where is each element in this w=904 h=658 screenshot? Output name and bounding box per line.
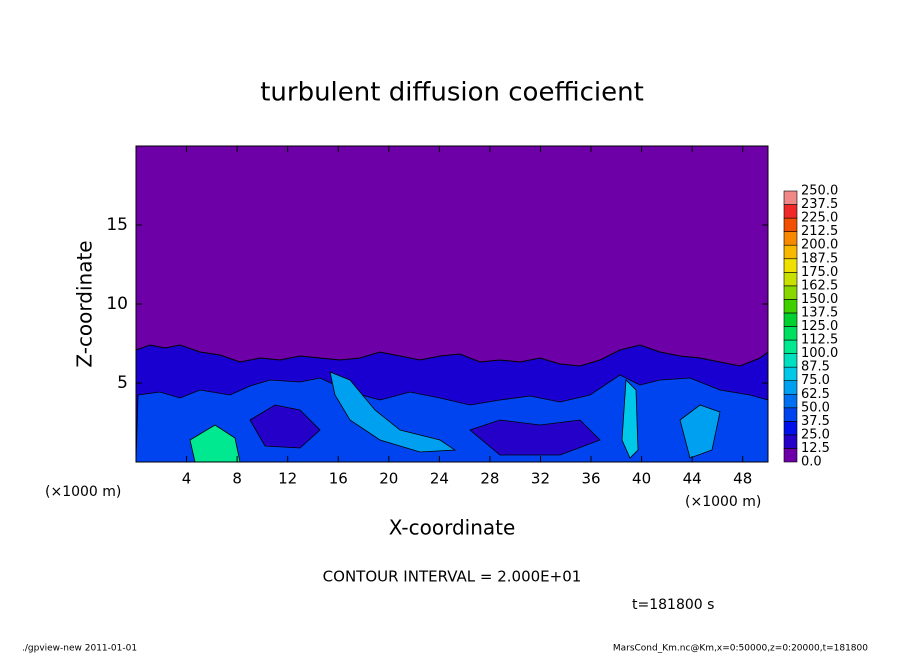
x-tick-label: 44 <box>683 470 702 488</box>
field-region <box>621 379 639 459</box>
colorbar-label: 75.0 <box>801 373 830 388</box>
colorbar-label: 162.5 <box>801 278 838 293</box>
field-region <box>329 371 457 453</box>
colorbar-label: 200.0 <box>801 238 838 253</box>
x-unit-label: (×1000 m) <box>45 484 121 500</box>
colorbar-bin <box>783 339 798 354</box>
colorbar-label: 50.0 <box>801 400 830 415</box>
colorbar-bin <box>783 217 798 232</box>
x-tick-label: 40 <box>632 470 651 488</box>
colorbar-bin <box>783 380 798 395</box>
colorbar-label: 125.0 <box>801 319 838 334</box>
chart-title: turbulent diffusion coefficient <box>260 78 644 108</box>
x-tick-label: 48 <box>733 470 752 488</box>
field-region <box>249 404 321 449</box>
x-tick-label: 4 <box>182 470 192 488</box>
colorbar-label: 100.0 <box>801 346 838 361</box>
colorbar-label: 112.5 <box>801 333 838 348</box>
colorbar-bin <box>783 421 798 436</box>
colorbar-label: 237.5 <box>801 197 838 212</box>
x-tick-label: 24 <box>430 470 449 488</box>
contour-interval: CONTOUR INTERVAL = 2.000E+01 <box>323 568 582 586</box>
colorbar-bin <box>783 312 798 327</box>
colorbar-label: 212.5 <box>801 224 838 239</box>
colorbar-bin <box>783 190 798 205</box>
x-unit-label: (×1000 m) <box>685 494 761 510</box>
colorbar-label: 62.5 <box>801 387 830 402</box>
colorbar-label: 250.0 <box>801 184 838 199</box>
colorbar-bin <box>783 244 798 260</box>
x-tick-label: 32 <box>531 470 550 488</box>
colorbar-label: 150.0 <box>801 292 838 307</box>
colorbar-bin <box>783 393 798 409</box>
colorbar-bin <box>783 271 798 287</box>
colorbar-label: 37.5 <box>801 414 830 429</box>
colorbar-bin <box>783 353 798 368</box>
colorbar-bin <box>783 326 798 341</box>
x-tick-label: 12 <box>278 470 297 488</box>
colorbar-label: 187.5 <box>801 251 838 266</box>
colorbar-label: 87.5 <box>801 360 830 375</box>
y-tick-label: 15 <box>106 215 128 235</box>
time-label: t=181800 s <box>632 597 714 613</box>
x-tick-label: 16 <box>329 470 348 488</box>
field <box>136 344 768 462</box>
field-region <box>189 424 241 462</box>
colorbar-bin <box>783 448 798 463</box>
x-tick-label: 8 <box>232 470 242 488</box>
x-tick-label: 36 <box>581 470 600 488</box>
y-axis-label: Z-coordinate <box>73 240 97 367</box>
colorbar-bin <box>783 407 798 422</box>
y-tick-label: 5 <box>117 373 128 393</box>
x-tick-label: 28 <box>480 470 499 488</box>
colorbar-label: 137.5 <box>801 305 838 320</box>
colorbar-label: 25.0 <box>801 427 830 442</box>
colorbar-bin <box>783 366 798 381</box>
footer-right: MarsCond_Km.nc@Km,x=0:50000,z=0:20000,t=… <box>613 644 868 654</box>
field-region <box>469 419 601 456</box>
colorbar-bin <box>783 204 798 219</box>
colorbar-bin <box>783 434 798 449</box>
y-tick-label: 10 <box>106 294 128 314</box>
colorbar-bin <box>783 258 798 273</box>
colorbar-label: 0.0 <box>801 455 822 470</box>
x-tick-label: 20 <box>379 470 398 488</box>
colorbar-label: 225.0 <box>801 211 838 226</box>
footer-left: ./gpview-new 2011-01-01 <box>22 644 137 654</box>
colorbar-bin <box>783 231 798 246</box>
colorbar-label: 12.5 <box>801 441 830 456</box>
colorbar-label: 175.0 <box>801 265 838 280</box>
colorbar-bin <box>783 285 798 300</box>
colorbar-bin <box>783 299 798 314</box>
x-axis-label: X-coordinate <box>389 516 516 540</box>
field-region <box>679 404 721 459</box>
